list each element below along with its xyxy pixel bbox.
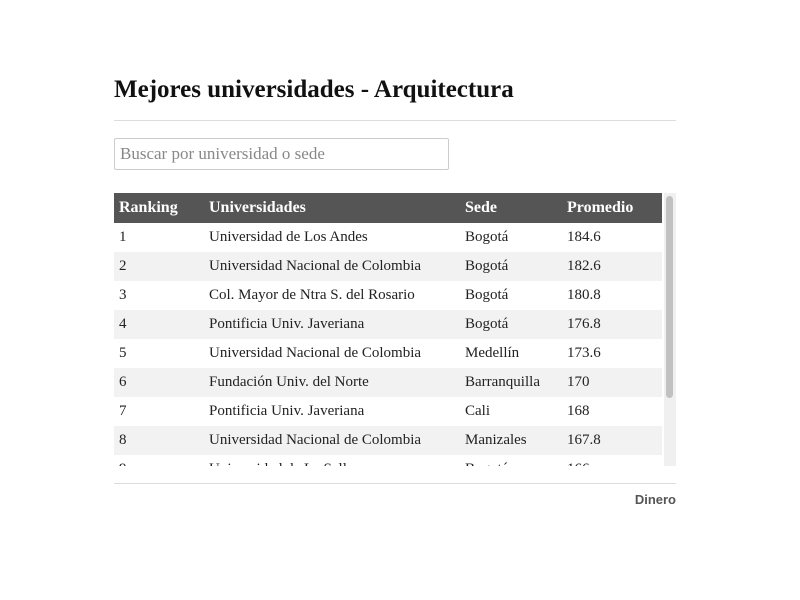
divider <box>114 483 676 484</box>
table-cell: 6 <box>114 368 204 397</box>
column-header[interactable]: Promedio <box>562 193 662 223</box>
table-cell: 2 <box>114 252 204 281</box>
table-cell: Universidad Nacional de Colombia <box>204 426 460 455</box>
table-cell: Universidad Nacional de Colombia <box>204 252 460 281</box>
table-cell: Barranquilla <box>460 368 562 397</box>
title: Mejores universidades - Arquitectura <box>114 76 514 103</box>
table-cell: 5 <box>119 345 127 361</box>
table-cell: 173.6 <box>567 345 601 361</box>
table-cell: 168 <box>567 403 590 419</box>
table-row: 7 Pontificia Univ. Javeriana Cali 168 <box>114 397 662 426</box>
table-row: 2 Universidad Nacional de Colombia Bogotá 1… <box>114 252 662 281</box>
divider <box>114 120 676 121</box>
column-header[interactable]: Sede <box>460 193 562 223</box>
table-cell: 8 <box>114 426 204 455</box>
scrollbar-thumb[interactable] <box>666 196 673 398</box>
table-cell: Medellín <box>465 345 520 361</box>
table-cell: Fundación Univ. del Norte <box>204 368 460 397</box>
table-row: 9Universidad de La SalleBogotá166 <box>114 455 662 466</box>
table-row: 6 Fundación Univ. del Norte Barranquilla 17… <box>114 368 662 397</box>
header-row: Ranking Universidades Sede Promedio <box>114 193 662 223</box>
table-cell: Pontificia Univ. Javeriana <box>209 403 365 419</box>
table-cell: Bogotá <box>465 229 509 245</box>
table-cell: Universidad de La Salle <box>204 455 460 466</box>
column-header[interactable]: Universidades <box>204 193 460 223</box>
table-cell: 182.6 <box>562 252 662 281</box>
table-cell: Pontificia Univ. Javeriana <box>204 310 460 339</box>
table-cell: Col. Mayor de Ntra S. del Rosario <box>209 287 415 303</box>
table-container: Ranking Universidades Sede Promedio 1 Univer… <box>114 193 676 466</box>
table-cell: 3 <box>119 287 127 303</box>
table-cell: Bogotá <box>465 287 509 303</box>
table-row: 1 Universidad de Los Andes Bogotá 184.6 <box>114 223 662 252</box>
table-row: 8 Universidad Nacional de Colombia Manizal… <box>114 426 662 455</box>
table-row: 5 Universidad Nacional de Colombia Medellí… <box>114 339 662 368</box>
table-cell: Bogotá <box>460 252 562 281</box>
table-cell: 170 <box>562 368 662 397</box>
column-header[interactable]: Ranking <box>114 193 204 223</box>
table-row: 4 Pontificia Univ. Javeriana Bogotá 176.8 <box>114 310 662 339</box>
table-cell: 7 <box>119 403 127 419</box>
table-cell: 180.8 <box>567 287 601 303</box>
table-cell: Manizales <box>460 426 562 455</box>
table-cell: Universidad de Los Andes <box>209 229 368 245</box>
table: Ranking Universidades Sede Promedio 1 Univer… <box>114 193 662 466</box>
table-cell: 184.6 <box>567 229 601 245</box>
table-cell: 9 <box>114 455 204 466</box>
table-cell: 4 <box>114 310 204 339</box>
table-cell: 166 <box>562 455 662 466</box>
table-cell: Cali <box>465 403 490 419</box>
table-cell: 1 <box>119 229 127 245</box>
table-cell: Universidad Nacional de Colombia <box>209 345 422 361</box>
table-cell: Bogotá <box>460 310 562 339</box>
table-cell: 176.8 <box>562 310 662 339</box>
source: Dinero <box>634 492 676 507</box>
table-cell: 167.8 <box>562 426 662 455</box>
table-row: 3 Col. Mayor de Ntra S. del Rosario Bogotá… <box>114 281 662 310</box>
search-input[interactable] <box>114 138 449 170</box>
table-cell: Bogotá <box>460 455 562 466</box>
